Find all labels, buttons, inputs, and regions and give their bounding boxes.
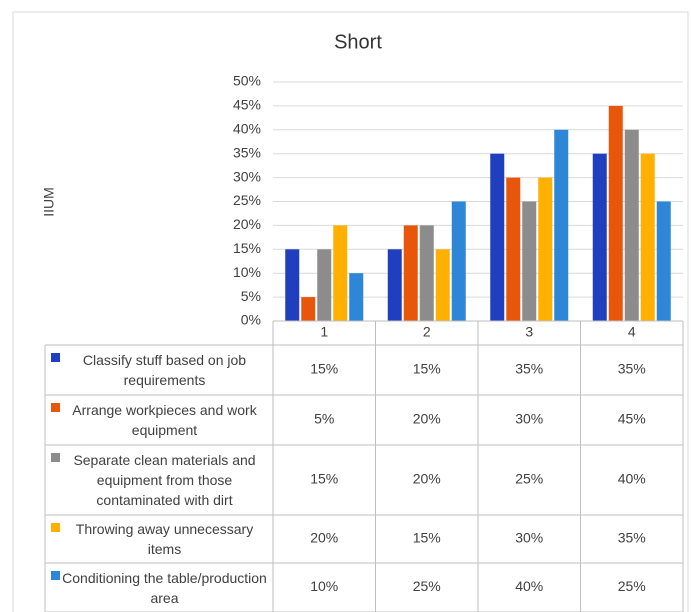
bar bbox=[624, 129, 639, 321]
legend-label: Classify stuff based on job requirements bbox=[82, 352, 247, 388]
y-tick-label: 35% bbox=[233, 144, 261, 160]
bar bbox=[387, 249, 402, 321]
table-value: 25% bbox=[515, 471, 543, 487]
x-tick-label: 3 bbox=[525, 324, 533, 340]
table-value: 10% bbox=[310, 578, 338, 594]
table-value: 15% bbox=[310, 471, 338, 487]
table-value: 5% bbox=[314, 411, 334, 427]
legend-swatch bbox=[51, 523, 60, 532]
bar bbox=[592, 153, 607, 321]
bar bbox=[317, 249, 332, 321]
bar bbox=[285, 249, 300, 321]
x-tick-label: 1 bbox=[320, 324, 328, 340]
bar bbox=[506, 177, 521, 321]
bar bbox=[349, 273, 364, 321]
chart-title: Short bbox=[334, 31, 382, 53]
bar bbox=[640, 153, 655, 321]
table-value: 15% bbox=[413, 530, 441, 546]
y-tick-label: 40% bbox=[233, 121, 261, 137]
bar bbox=[554, 129, 569, 321]
legend-swatch bbox=[51, 571, 60, 580]
table-value: 25% bbox=[618, 578, 646, 594]
bar bbox=[608, 105, 623, 322]
y-tick-label: 20% bbox=[233, 216, 261, 232]
legend-label: Conditioning the table/production area bbox=[62, 569, 267, 606]
bar bbox=[451, 201, 466, 321]
table-value: 20% bbox=[310, 530, 338, 546]
legend-swatch bbox=[51, 353, 60, 362]
table-value: 20% bbox=[413, 411, 441, 427]
y-tick-label: 10% bbox=[233, 264, 261, 280]
y-tick-label: 45% bbox=[233, 97, 261, 113]
table-value: 30% bbox=[515, 530, 543, 546]
table-value: 35% bbox=[515, 361, 543, 377]
bar bbox=[435, 249, 450, 321]
bar bbox=[419, 225, 434, 321]
y-axis-label: IIUM bbox=[41, 187, 57, 217]
bar bbox=[522, 201, 537, 321]
legend-cell: Conditioning the table/production area bbox=[62, 569, 267, 606]
table-value: 15% bbox=[310, 361, 338, 377]
legend-cell: Classify stuff based on job requirements bbox=[82, 352, 247, 388]
y-tick-label: 50% bbox=[233, 73, 261, 89]
legend-swatch bbox=[51, 403, 60, 412]
bar bbox=[490, 153, 505, 321]
table-value: 20% bbox=[413, 471, 441, 487]
legend-cell: Separate clean materials and equipment f… bbox=[73, 452, 256, 508]
x-tick-label: 2 bbox=[423, 324, 431, 340]
y-tick-label: 5% bbox=[241, 288, 261, 304]
y-tick-label: 30% bbox=[233, 168, 261, 184]
y-tick-label: 15% bbox=[233, 240, 261, 256]
table-value: 40% bbox=[515, 578, 543, 594]
table-value: 40% bbox=[618, 471, 646, 487]
bar bbox=[333, 225, 348, 321]
bar bbox=[301, 297, 316, 321]
legend-label: Throwing away unnecessary items bbox=[75, 521, 254, 557]
bar bbox=[403, 225, 418, 321]
table-value: 45% bbox=[618, 411, 646, 427]
bar bbox=[538, 177, 553, 321]
legend-label: Arrange workpieces and work equipment bbox=[72, 402, 257, 438]
legend-label: Separate clean materials and equipment f… bbox=[73, 452, 256, 508]
table-value: 35% bbox=[618, 530, 646, 546]
table-value: 30% bbox=[515, 411, 543, 427]
x-tick-label: 4 bbox=[628, 324, 636, 340]
bar bbox=[656, 201, 671, 321]
table-value: 35% bbox=[618, 361, 646, 377]
legend-cell: Arrange workpieces and work equipment bbox=[72, 402, 257, 438]
legend-cell: Throwing away unnecessary items bbox=[75, 521, 254, 557]
y-tick-label: 25% bbox=[233, 192, 261, 208]
table-value: 15% bbox=[413, 361, 441, 377]
y-tick-label: 0% bbox=[241, 312, 261, 328]
table-value: 25% bbox=[413, 578, 441, 594]
legend-swatch bbox=[51, 453, 60, 462]
